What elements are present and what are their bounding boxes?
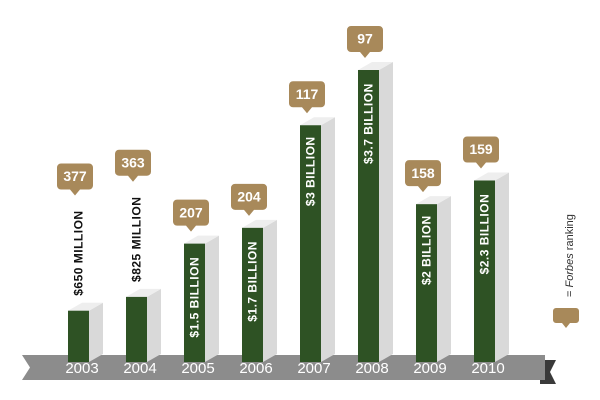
bar-side xyxy=(321,117,335,362)
bar-top xyxy=(300,117,335,126)
x-tick-label: 2010 xyxy=(471,360,504,377)
x-tick-label: 2004 xyxy=(123,360,156,377)
x-tick-label: 2005 xyxy=(181,360,214,377)
x-tick-label: 2003 xyxy=(65,360,98,377)
bar-side xyxy=(495,172,509,362)
ranking-bubble xyxy=(57,163,93,196)
value-label: $650 MILLION xyxy=(72,210,86,295)
bar xyxy=(68,310,89,362)
bars: $650 MILLION 377 2003 $825 MILLION 363 2004 $1… xyxy=(57,26,509,377)
ranking-label: 207 xyxy=(179,204,203,220)
ranking-label: 363 xyxy=(121,154,145,170)
ranking-bubble xyxy=(463,136,499,169)
ranking-bubble xyxy=(289,81,325,114)
legend-suffix: ranking xyxy=(564,214,576,250)
legend-text: = Forbes ranking xyxy=(564,214,576,297)
bar xyxy=(184,243,205,362)
bar xyxy=(474,180,495,362)
bar-top xyxy=(184,235,219,244)
bar-top xyxy=(68,302,103,311)
bar-side xyxy=(147,288,161,362)
bar xyxy=(126,296,147,362)
bar-top xyxy=(474,172,509,181)
bar-top xyxy=(126,288,161,297)
ranking-label: 158 xyxy=(411,165,435,181)
ranking-bubble xyxy=(173,199,209,232)
value-label: $1.7 BILLION xyxy=(246,241,260,322)
bar xyxy=(358,70,379,362)
ranking-bubble xyxy=(115,149,151,182)
ranking-bubble xyxy=(231,183,267,216)
legend-name: Forbes xyxy=(564,253,576,288)
x-tick-label: 2009 xyxy=(413,360,446,377)
bar-side xyxy=(89,302,103,362)
ranking-bubble xyxy=(405,160,441,193)
value-label: $3 BILLION xyxy=(304,136,318,206)
bar-top xyxy=(242,219,277,228)
ranking-label: 97 xyxy=(357,31,373,47)
bar xyxy=(416,204,437,362)
ranking-label: 377 xyxy=(63,168,87,184)
bar-side xyxy=(263,219,277,362)
bar-side xyxy=(379,62,393,362)
x-tick-label: 2007 xyxy=(297,360,330,377)
value-label: $3.7 BILLION xyxy=(362,83,376,164)
value-label: $2.3 BILLION xyxy=(478,194,492,275)
bar-side xyxy=(205,235,219,362)
bar-side xyxy=(437,196,451,362)
legend: = Forbes ranking xyxy=(553,214,579,328)
bar xyxy=(242,227,263,362)
ribbon xyxy=(22,355,545,380)
ranking-bubble xyxy=(347,26,383,58)
ranking-label: 159 xyxy=(469,141,493,157)
value-label: $825 MILLION xyxy=(130,197,144,282)
legend-prefix: = xyxy=(564,291,576,297)
value-label: $1.5 BILLION xyxy=(188,257,202,338)
bar-top xyxy=(416,196,451,205)
x-tick-label: 2006 xyxy=(239,360,272,377)
ranking-label: 204 xyxy=(237,189,261,205)
bar-top xyxy=(358,62,393,70)
x-tick-label: 2008 xyxy=(355,360,388,377)
bar xyxy=(300,125,321,362)
ranking-label: 117 xyxy=(296,86,319,102)
value-label: $2 BILLION xyxy=(420,215,434,285)
legend-icon xyxy=(553,308,579,328)
